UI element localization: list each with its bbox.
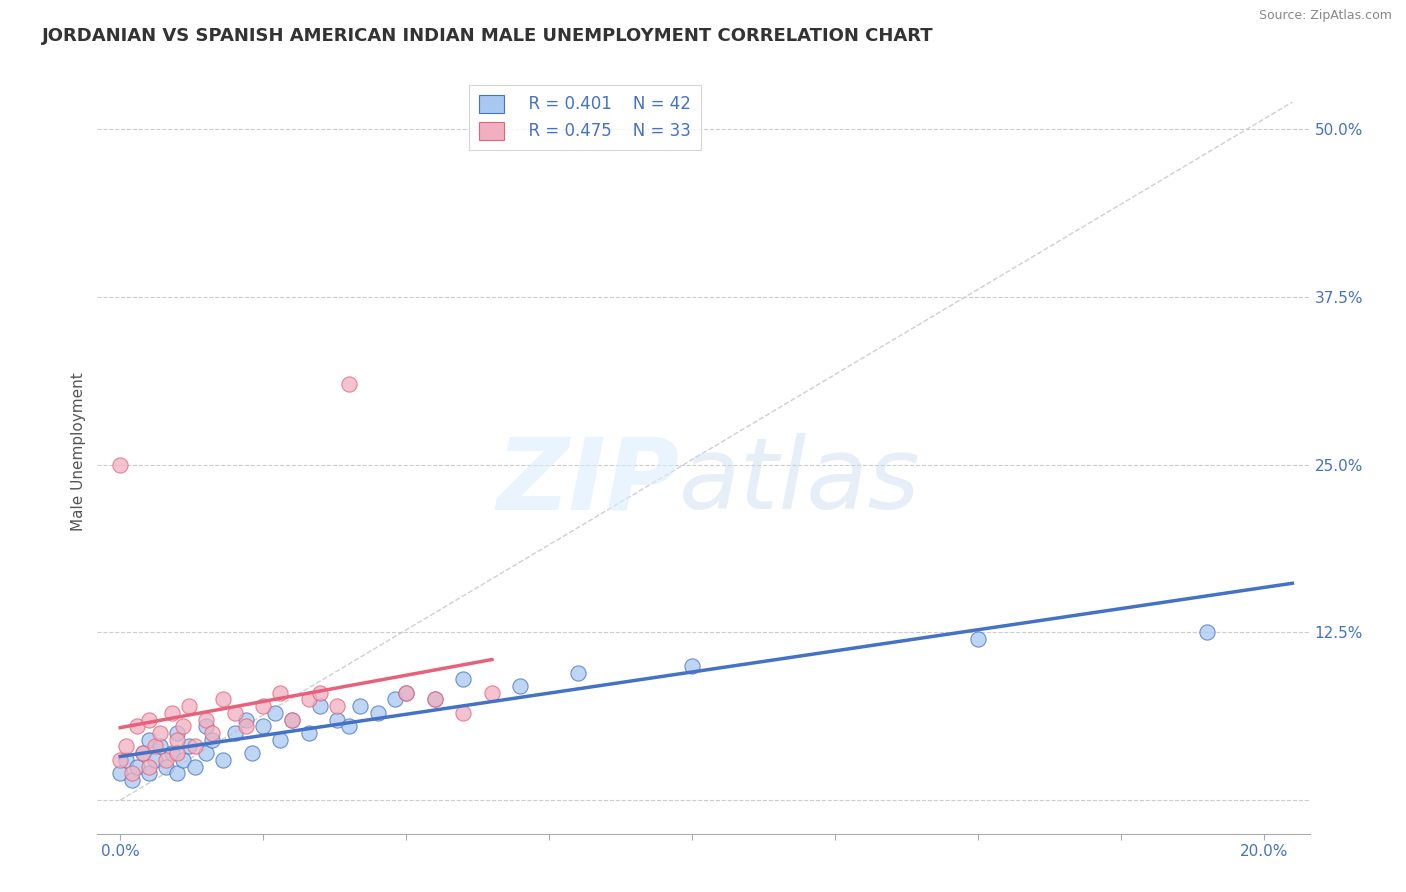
Point <box>195 719 218 733</box>
Point <box>252 719 274 733</box>
Point <box>509 679 531 693</box>
Point <box>127 759 149 773</box>
Point <box>149 726 172 740</box>
Point <box>349 699 371 714</box>
Point <box>201 726 224 740</box>
Point <box>567 665 589 680</box>
Point <box>127 719 149 733</box>
Point <box>453 706 475 720</box>
Point <box>240 746 263 760</box>
Point <box>212 692 235 706</box>
Point <box>143 739 166 754</box>
Point <box>183 759 205 773</box>
Point <box>281 713 304 727</box>
Point <box>309 699 332 714</box>
Point <box>395 686 418 700</box>
Point <box>195 746 218 760</box>
Point <box>166 746 188 760</box>
Point <box>110 753 132 767</box>
Point <box>298 726 321 740</box>
Point <box>138 713 160 727</box>
Text: JORDANIAN VS SPANISH AMERICAN INDIAN MALE UNEMPLOYMENT CORRELATION CHART: JORDANIAN VS SPANISH AMERICAN INDIAN MAL… <box>42 27 934 45</box>
Point <box>252 699 274 714</box>
Point <box>195 713 218 727</box>
Legend:   R = 0.401    N = 42,   R = 0.475    N = 33: R = 0.401 N = 42, R = 0.475 N = 33 <box>470 85 700 150</box>
Point <box>967 632 990 646</box>
Point <box>384 692 406 706</box>
Point <box>166 766 188 780</box>
Point <box>121 772 143 787</box>
Point <box>115 739 138 754</box>
Point <box>110 458 132 472</box>
Point <box>155 753 177 767</box>
Point <box>212 753 235 767</box>
Point <box>160 746 183 760</box>
Point <box>281 713 304 727</box>
Point <box>298 692 321 706</box>
Text: ZIP: ZIP <box>496 434 679 530</box>
Point <box>149 739 172 754</box>
Point <box>235 713 257 727</box>
Point <box>172 753 194 767</box>
Point <box>367 706 389 720</box>
Point <box>269 732 291 747</box>
Point <box>481 686 503 700</box>
Point <box>183 739 205 754</box>
Point <box>138 766 160 780</box>
Point <box>423 692 446 706</box>
Point <box>177 739 200 754</box>
Point <box>423 692 446 706</box>
Point <box>132 746 155 760</box>
Text: Source: ZipAtlas.com: Source: ZipAtlas.com <box>1258 9 1392 22</box>
Point <box>121 766 143 780</box>
Point <box>166 726 188 740</box>
Point <box>395 686 418 700</box>
Point <box>224 706 246 720</box>
Point <box>138 759 160 773</box>
Point <box>1195 625 1218 640</box>
Y-axis label: Male Unemployment: Male Unemployment <box>72 372 86 531</box>
Point <box>269 686 291 700</box>
Point <box>166 732 188 747</box>
Point <box>132 746 155 760</box>
Point <box>337 719 360 733</box>
Point <box>326 699 349 714</box>
Point <box>309 686 332 700</box>
Point <box>224 726 246 740</box>
Point <box>201 732 224 747</box>
Point <box>160 706 183 720</box>
Point <box>155 759 177 773</box>
Point <box>177 699 200 714</box>
Point <box>263 706 285 720</box>
Point <box>110 766 132 780</box>
Text: atlas: atlas <box>679 434 921 530</box>
Point <box>138 732 160 747</box>
Point <box>453 673 475 687</box>
Point <box>172 719 194 733</box>
Point <box>143 753 166 767</box>
Point <box>337 377 360 392</box>
Point <box>235 719 257 733</box>
Point <box>681 659 703 673</box>
Point <box>115 753 138 767</box>
Point <box>326 713 349 727</box>
